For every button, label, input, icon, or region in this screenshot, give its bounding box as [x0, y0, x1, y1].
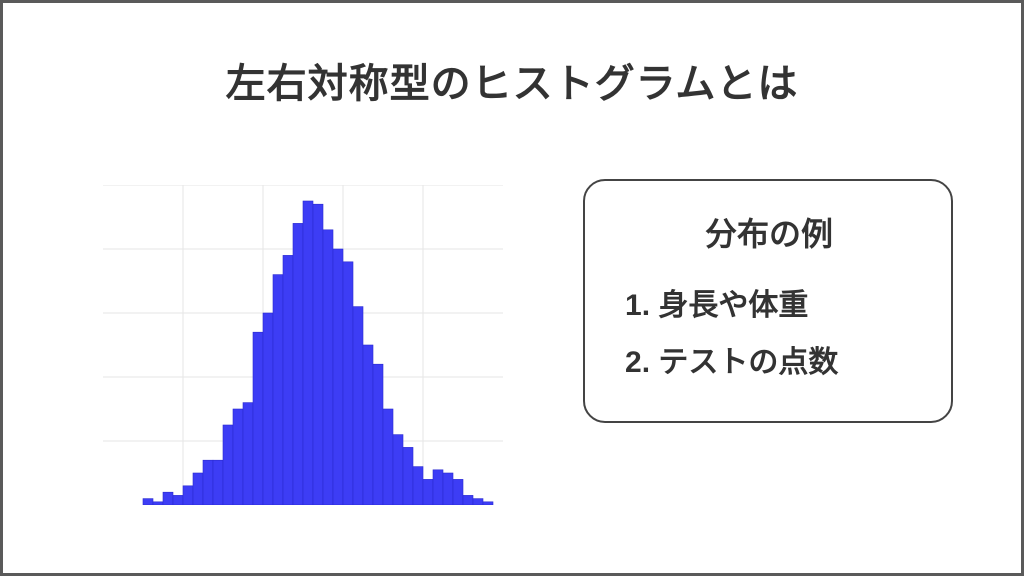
histogram-bar	[413, 467, 423, 505]
examples-box: 分布の例 身長や体重テストの点数	[583, 179, 953, 423]
histogram-bar	[273, 275, 283, 505]
histogram-bar	[253, 332, 263, 505]
histogram-bar	[423, 479, 433, 505]
histogram-bar	[343, 262, 353, 505]
examples-list: 身長や体重テストの点数	[619, 277, 919, 391]
histogram-bar	[393, 435, 403, 505]
histogram-bar	[263, 313, 273, 505]
histogram-bar	[173, 495, 183, 505]
histogram-bar	[363, 345, 373, 505]
histogram-bar	[353, 307, 363, 505]
histogram-bar	[153, 502, 163, 505]
histogram-bar	[333, 249, 343, 505]
histogram-svg	[103, 185, 503, 505]
histogram-bar	[213, 460, 223, 505]
histogram-bar	[223, 425, 233, 505]
histogram-bar	[383, 409, 393, 505]
histogram-bar	[183, 486, 193, 505]
histogram-bar	[313, 204, 323, 505]
histogram-bar	[443, 473, 453, 505]
histogram-bar	[283, 255, 293, 505]
histogram-bar	[203, 460, 213, 505]
histogram-bar	[143, 499, 153, 505]
histogram-bar	[473, 499, 483, 505]
histogram-bar	[403, 447, 413, 505]
slide-title: 左右対称型のヒストグラムとは	[3, 51, 1021, 109]
examples-heading: 分布の例	[619, 209, 919, 255]
histogram-bar	[373, 364, 383, 505]
histogram-bar	[193, 473, 203, 505]
histogram-bar	[463, 495, 473, 505]
histogram-bar	[323, 230, 333, 505]
histogram-bar	[303, 201, 313, 505]
histogram-bar	[243, 403, 253, 505]
histogram-bar	[233, 409, 243, 505]
histogram-bar	[453, 479, 463, 505]
histogram-bar	[483, 502, 493, 505]
histogram-bar	[293, 223, 303, 505]
histogram-chart	[103, 185, 503, 505]
slide-frame: 左右対称型のヒストグラムとは 分布の例 身長や体重テストの点数	[0, 0, 1024, 576]
example-item-1: 身長や体重	[619, 277, 919, 334]
example-item-2: テストの点数	[619, 334, 919, 391]
histogram-bar	[163, 492, 173, 505]
histogram-bar	[433, 470, 443, 505]
